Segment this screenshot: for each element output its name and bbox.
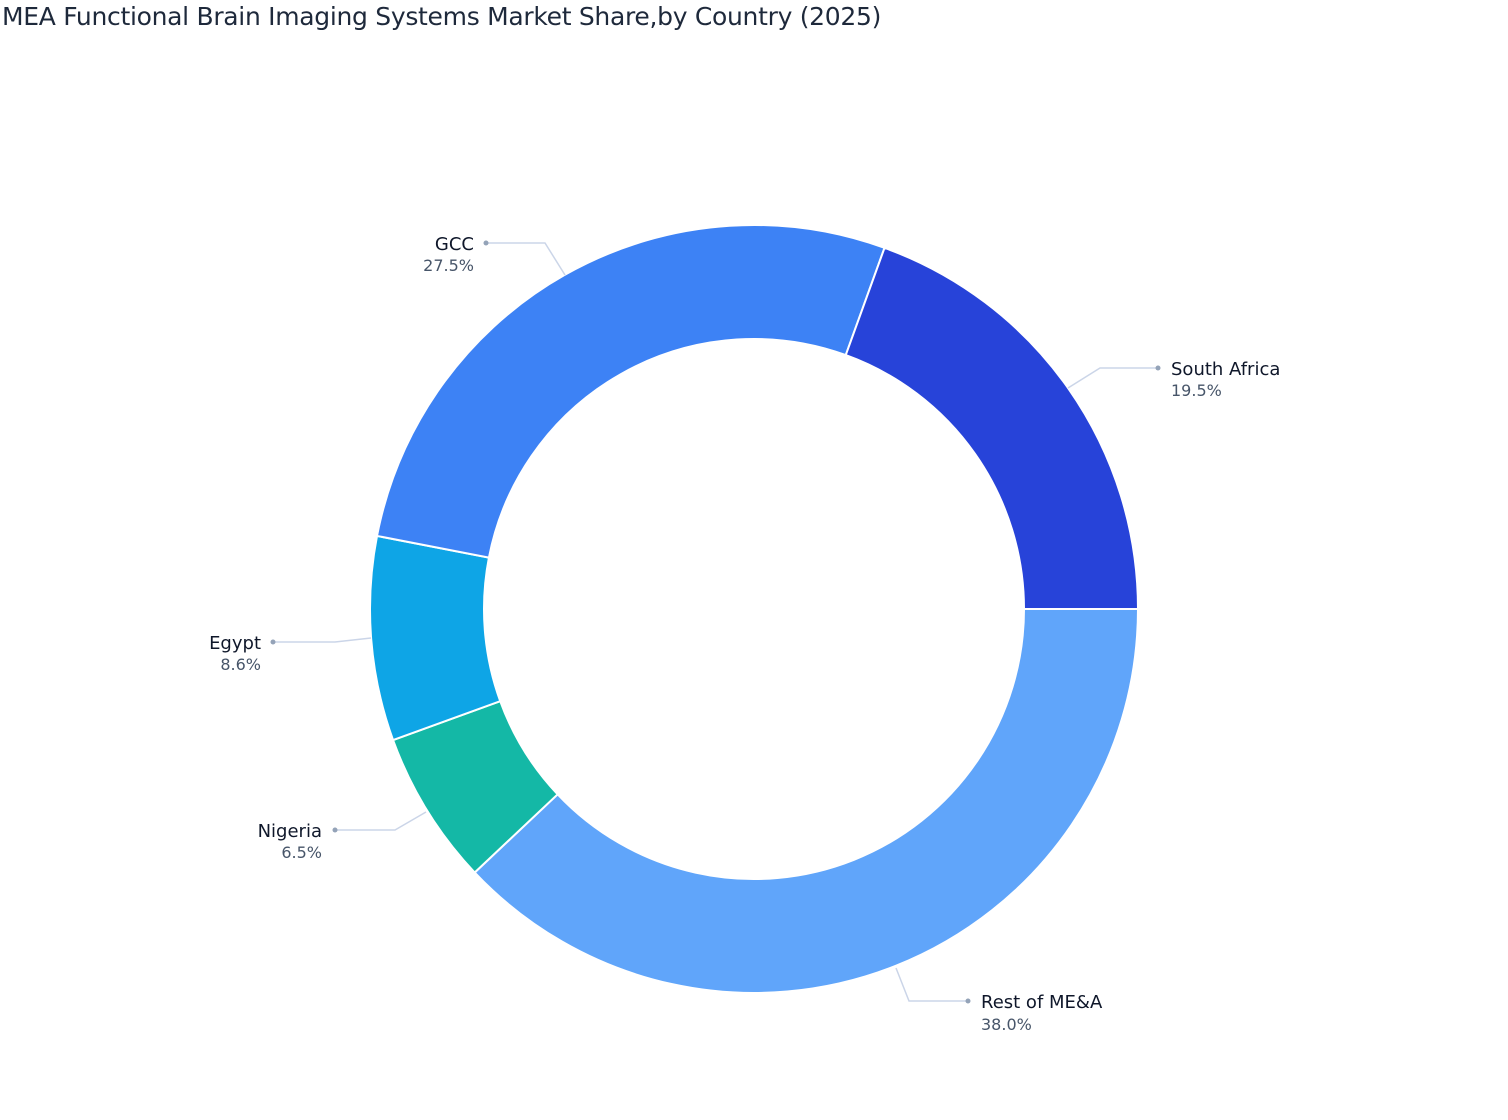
label-gcc: GCC bbox=[435, 234, 474, 255]
donut-slices bbox=[369, 224, 1140, 994]
slice-south-africa[interactable] bbox=[844, 246, 1140, 610]
label-egypt: Egypt bbox=[209, 633, 261, 654]
slice-gcc[interactable] bbox=[375, 224, 886, 559]
label-south-africa: South Africa bbox=[1171, 359, 1280, 380]
label-rest-of-mea: Rest of ME&A bbox=[981, 992, 1103, 1013]
value-rest-of-mea: 38.0% bbox=[981, 1015, 1032, 1034]
leader-lines bbox=[270, 240, 1161, 1004]
slice-rest-of-me-a[interactable] bbox=[473, 608, 1140, 994]
value-gcc: 27.5% bbox=[423, 256, 474, 275]
value-south-africa: 19.5% bbox=[1171, 381, 1222, 400]
chart-title: MEA Functional Brain Imaging Systems Mar… bbox=[2, 2, 882, 31]
slice-labels: South Africa 19.5% GCC 27.5% Egypt 8.6% … bbox=[209, 234, 1280, 1034]
label-nigeria: Nigeria bbox=[258, 821, 322, 842]
value-egypt: 8.6% bbox=[220, 655, 261, 674]
value-nigeria: 6.5% bbox=[281, 843, 322, 862]
